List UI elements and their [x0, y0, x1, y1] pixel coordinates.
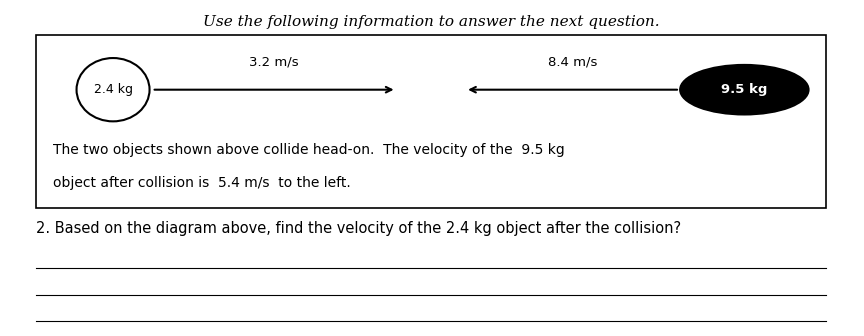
Text: 2.4 kg: 2.4 kg [93, 83, 132, 96]
Text: object after collision is  5.4 m/s  to the left.: object after collision is 5.4 m/s to the… [53, 176, 351, 190]
Text: 2. Based on the diagram above, find the velocity of the 2.4 kg object after the : 2. Based on the diagram above, find the … [35, 221, 681, 236]
FancyBboxPatch shape [35, 35, 826, 208]
Ellipse shape [77, 58, 149, 121]
Text: 9.5 kg: 9.5 kg [721, 83, 767, 96]
Text: Use the following information to answer the next question.: Use the following information to answer … [202, 15, 659, 29]
Text: The two objects shown above collide head-on.  The velocity of the  9.5 kg: The two objects shown above collide head… [53, 143, 565, 157]
Text: 8.4 m/s: 8.4 m/s [548, 55, 597, 68]
Circle shape [680, 65, 809, 115]
Text: 3.2 m/s: 3.2 m/s [250, 55, 299, 68]
